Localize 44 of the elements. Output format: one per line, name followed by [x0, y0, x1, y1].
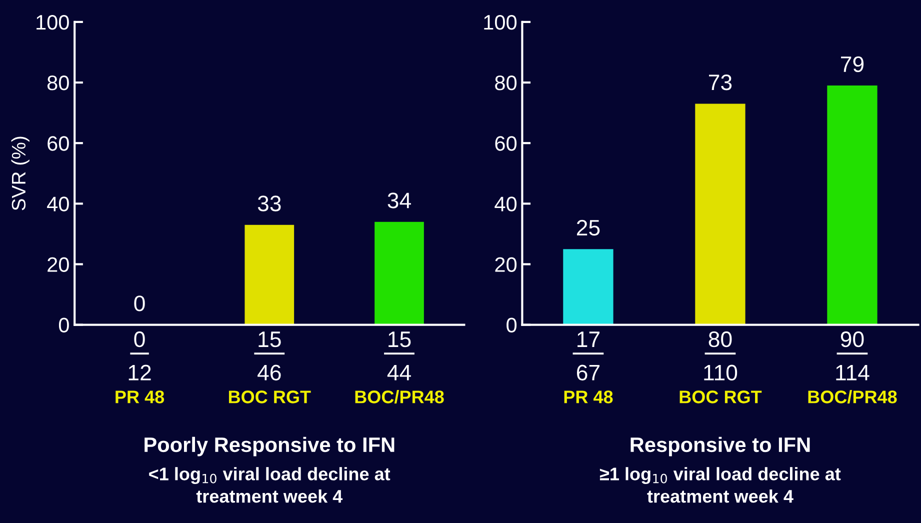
bar	[695, 104, 746, 325]
x-tick-label: PR 48	[564, 390, 613, 404]
x-tick-label: BOC RGT	[228, 390, 311, 404]
data-label: 79	[841, 56, 864, 72]
y-tick-label: 80	[47, 76, 69, 90]
data-label: 33	[258, 196, 281, 212]
text: ≥1 log$_{10}$ viral load decline at treatment week 4	[600, 467, 841, 503]
y-tick-label: 0	[506, 318, 517, 333]
text: 44	[387, 364, 411, 380]
x-tick-label: BOC RGT	[680, 390, 762, 404]
x-tick-label: BOC/PR48	[355, 390, 444, 404]
x-tick-label: PR 48	[116, 390, 164, 404]
y-tick-label: 60	[48, 136, 69, 151]
y-axis-title: SVR (%)	[11, 136, 30, 210]
text: 90	[840, 331, 864, 348]
text: 46	[258, 364, 281, 380]
y-tick-label: 40	[47, 196, 69, 212]
data-label: 0	[134, 331, 145, 348]
text: 67	[576, 364, 600, 380]
bar	[563, 249, 614, 325]
text: 17	[578, 332, 600, 347]
text: 15	[258, 332, 281, 348]
text: Poorly Responsive to IFN	[144, 436, 394, 456]
y-tick-label: 40	[494, 196, 517, 212]
text: Responsive to IFN	[630, 436, 810, 456]
y-tick-label: 60	[495, 136, 517, 151]
text: 12	[128, 364, 151, 380]
text: 114	[836, 364, 870, 380]
text: 80	[708, 331, 732, 348]
y-tick-label: 100	[484, 14, 517, 30]
annotation: 0	[134, 296, 145, 312]
y-tick-label: 20	[495, 257, 517, 272]
y-tick-label: 20	[48, 257, 69, 272]
text: 15	[388, 332, 411, 348]
y-tick-label: 100	[36, 14, 69, 30]
text: <1 log$_{10}$ viral load decline at treatment week 4	[149, 467, 390, 503]
text: 110	[704, 364, 738, 380]
x-tick-label: BOC/PR48	[808, 390, 897, 404]
bar	[827, 86, 878, 325]
y-tick-label: 80	[495, 76, 517, 90]
data-label: 34	[388, 192, 411, 208]
data-label: 25	[576, 220, 600, 236]
y-tick-label: 0	[58, 318, 69, 333]
data-label: 73	[709, 74, 732, 90]
